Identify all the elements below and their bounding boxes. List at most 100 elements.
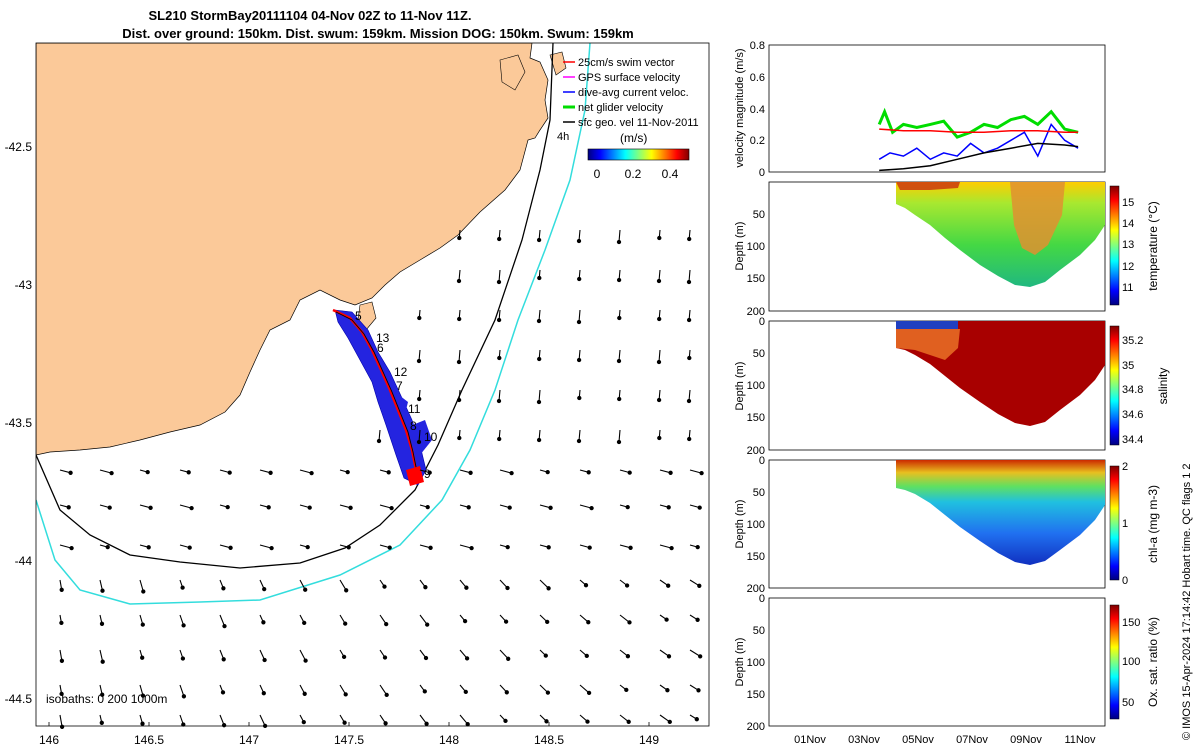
temperature-cbar-tick: 11 [1122,282,1133,294]
velocity-arrow-head [303,658,308,663]
velocity-arrow-head [382,584,387,589]
velocity-arrow-head [576,438,582,444]
chla-ytick: 100 [747,519,765,531]
chla-ytick: 0 [759,455,765,467]
velocity-arrow-head [466,505,471,510]
map-colorbar-tick: 0.4 [662,167,679,181]
velocity-arrow-head [464,585,469,590]
salinity-ytick: 200 [747,445,765,457]
velocity-arrow-head [697,583,702,588]
chla-cbar-tick: 0 [1122,575,1128,587]
velocity-arrow-head [617,396,622,402]
velocity-arrow-head [536,237,542,243]
oxygen-cbar-tick: 150 [1122,617,1140,629]
isobath-label: isobaths: 0 200 1000m [46,692,167,706]
velocity-arrow-head [456,278,462,284]
velocity-arrow-head [537,356,542,362]
map-lon-tick: 149 [639,733,659,747]
velocity-arrow-head [577,395,582,401]
velocity-arrow-head [107,505,112,510]
velocity-arrow-head [141,589,146,594]
velocity-arrow-head [548,505,553,510]
velocity-arrow-head [376,438,382,444]
velocity-arrow-head [584,653,589,659]
velocity-arrow-head [427,470,432,475]
oxygen-panel: 50 100 150 Ox. sat. ratio (%) 0 50 100 1… [734,593,1160,733]
chla-field [896,460,1105,565]
velocity-arrow-head [268,470,273,475]
velocity-arrow-head [302,691,307,696]
velocity-arrow-head [576,319,582,325]
chla-ytick: 150 [747,551,765,563]
salinity-panel: 34.4 34.6 34.8 35 35.2 salinity 0 50 100… [734,316,1170,457]
velocity-arrow-head [668,470,673,475]
velocity-arrow-head [261,620,266,625]
velocity-arrow-head [220,690,226,695]
velocity-arrow-head [428,545,433,550]
velocity-arrow-head [576,238,582,244]
velocity-arrow-head [222,623,227,629]
velocity-arrow-head [180,656,186,661]
oxygen-cbar-tick: 50 [1122,697,1134,709]
velocity-arrow-head [148,505,153,510]
velocity-line [879,142,1079,172]
track-day-label: 13 [376,331,390,345]
oxygen-ytick: 150 [747,689,765,701]
velocity-arrow-head [628,545,633,550]
map-y-axis: -42.5 -43 -43.5 -44 -44.5 [5,140,33,706]
velocity-arrow-head [577,276,582,282]
velocity-series [877,107,1079,172]
velocity-arrow-head [302,620,307,626]
velocity-arrow-head [465,722,470,727]
velocity-arrow-head [666,654,672,659]
salinity-surface [896,321,958,329]
map-x-axis: 146 146.5 147 147.5 148 148.5 149 [39,722,659,747]
isobath-1000m [36,43,591,605]
velocity-arrow-head [505,585,510,591]
velocity-arrow-head [537,275,542,281]
velocity-arrow-head [344,588,349,593]
salinity-colorbar [1109,325,1120,446]
velocity-arrow-head [105,544,110,550]
oxygen-cbar-label: Ox. sat. ratio (%) [1146,617,1160,707]
velocity-arrow-head [424,721,429,726]
velocity-arrow-head [140,721,145,726]
title-line1: SL210 StormBay20111104 04-Nov 02Z to 11-… [148,8,471,23]
velocity-ytick: 0 [759,167,765,179]
velocity-arrow-head [307,505,312,510]
time-tick: 01Nov [794,734,826,746]
map-lat-tick: -43 [15,278,33,292]
velocity-arrow-head [228,545,233,550]
velocity-arrow-head [59,658,65,663]
land [36,43,549,456]
isobath-200m [36,43,554,569]
time-tick: 03Nov [848,734,880,746]
velocity-arrow-head [309,470,314,476]
velocity-arrow-head [189,505,194,511]
oxygen-ylabel: Depth (m) [734,638,746,687]
temperature-ylabel: Depth (m) [734,222,746,271]
velocity-arrow-head [140,622,145,627]
velocity-arrow-head [221,657,226,662]
velocity-ytick: 0.8 [750,40,765,52]
time-tick: 07Nov [956,734,988,746]
velocity-arrow-head [416,439,422,445]
velocity-arrow-head [187,545,192,550]
velocity-ylabel: velocity magnitude (m/s) [734,48,746,167]
velocity-arrow-head [456,359,462,365]
velocity-arrow-head [587,545,592,550]
velocity-arrow-head [389,505,394,511]
velocity-arrow-head [181,694,187,699]
temperature-ytick: 150 [747,273,765,285]
velocity-arrow-head [100,659,105,664]
velocity-arrow-head [457,435,462,441]
velocity-arrow-head [186,470,191,475]
velocity-arrow-head [425,504,430,510]
velocity-arrow-head [497,236,502,242]
velocity-arrow-head [343,692,348,697]
oxygen-ytick: 100 [747,657,765,669]
velocity-arrow-head [616,439,622,445]
temperature-ytick: 100 [747,241,765,253]
velocity-arrow-head [657,316,662,322]
velocity-arrow-head [469,545,474,551]
